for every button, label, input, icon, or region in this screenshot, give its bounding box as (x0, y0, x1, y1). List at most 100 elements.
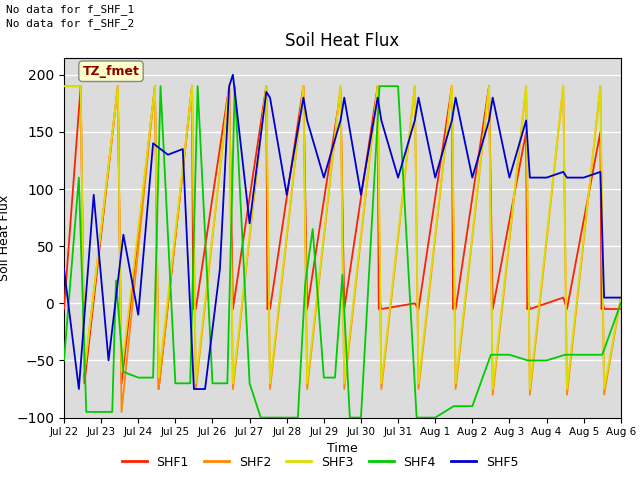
SHF2 (600, 392, 608, 397)
SHF5 (246, 220, 253, 226)
SHF4 (561, 352, 569, 358)
SHF3 (151, 84, 159, 89)
SHF5 (596, 169, 604, 175)
SHF2 (60, 84, 68, 89)
SHF2 (374, 84, 381, 89)
SHF2 (378, 386, 385, 392)
SHF5 (617, 295, 625, 300)
SHF4 (231, 84, 239, 89)
SHF2 (81, 369, 88, 375)
SHF2 (489, 392, 497, 397)
SHF1 (229, 306, 237, 312)
SHF5 (320, 175, 328, 180)
SHF5 (374, 95, 381, 100)
SHF2 (118, 409, 125, 415)
SHF2 (340, 386, 348, 392)
SHF3 (378, 381, 385, 386)
SHF5 (225, 84, 233, 89)
SHF5 (340, 95, 348, 100)
SHF4 (223, 381, 231, 386)
SHF4 (246, 381, 253, 386)
SHF1 (81, 381, 88, 386)
SHF5 (468, 175, 476, 180)
SHF4 (172, 381, 179, 386)
SHF4 (468, 403, 476, 409)
SHF2 (485, 84, 493, 89)
SHF3 (411, 84, 419, 89)
SHF5 (149, 141, 157, 146)
SHF3 (266, 381, 274, 386)
SHF1 (188, 84, 196, 89)
SHF5 (105, 358, 113, 363)
SHF4 (357, 415, 365, 420)
SHF1 (489, 306, 497, 312)
SHF5 (134, 312, 142, 318)
SHF1 (303, 306, 311, 312)
SHF5 (489, 95, 497, 100)
SHF4 (157, 84, 164, 89)
SHF4 (83, 409, 90, 415)
SHF5 (580, 175, 588, 180)
SHF1 (114, 84, 122, 89)
SHF5 (357, 192, 365, 198)
SHF1 (599, 300, 607, 306)
SHF5 (190, 386, 198, 392)
SHF5 (543, 175, 550, 180)
SHF2 (300, 84, 307, 89)
SHF3 (485, 84, 493, 89)
SHF2 (303, 386, 311, 392)
Line: SHF4: SHF4 (64, 86, 621, 418)
SHF1 (485, 84, 493, 89)
SHF1 (563, 306, 571, 312)
SHF2 (114, 84, 122, 89)
SHF5 (60, 266, 68, 272)
SHF1 (191, 300, 198, 306)
SHF1 (192, 306, 200, 312)
SHF4 (134, 375, 142, 381)
SHF5 (485, 118, 493, 123)
SHF1 (300, 84, 307, 89)
SHF1 (526, 306, 534, 312)
SHF2 (415, 386, 422, 392)
SHF3 (600, 386, 608, 392)
SHF1 (155, 386, 163, 392)
SHF3 (415, 381, 422, 386)
SHF2 (522, 84, 530, 89)
SHF4 (598, 352, 606, 358)
SHF1 (598, 306, 605, 312)
SHF3 (374, 84, 381, 89)
SHF2 (596, 84, 604, 89)
SHF1 (337, 89, 344, 95)
SHF2 (77, 84, 84, 89)
SHF1 (60, 306, 68, 312)
SHF3 (300, 84, 307, 89)
SHF2 (262, 84, 270, 89)
SHF4 (75, 175, 83, 180)
Text: No data for f_SHF_1: No data for f_SHF_1 (6, 4, 134, 15)
SHF3 (522, 84, 530, 89)
SHF2 (155, 386, 163, 392)
SHF4 (543, 358, 550, 363)
SHF3 (118, 369, 125, 375)
SHF5 (283, 192, 291, 198)
SHF4 (431, 415, 439, 420)
SHF3 (303, 381, 311, 386)
SHF4 (108, 409, 116, 415)
SHF5 (201, 386, 209, 392)
SHF2 (192, 386, 200, 392)
SHF2 (337, 84, 344, 89)
SHF5 (75, 386, 83, 392)
SHF2 (188, 84, 196, 89)
SHF4 (283, 415, 291, 420)
SHF1 (451, 300, 458, 306)
SHF4 (487, 352, 495, 358)
SHF1 (522, 129, 530, 135)
SHF5 (559, 169, 567, 175)
SHF1 (617, 306, 625, 312)
SHF3 (340, 381, 348, 386)
SHF3 (155, 375, 163, 381)
SHF5 (378, 118, 385, 123)
SHF4 (60, 358, 68, 363)
SHF3 (452, 381, 460, 386)
SHF1 (376, 300, 384, 306)
